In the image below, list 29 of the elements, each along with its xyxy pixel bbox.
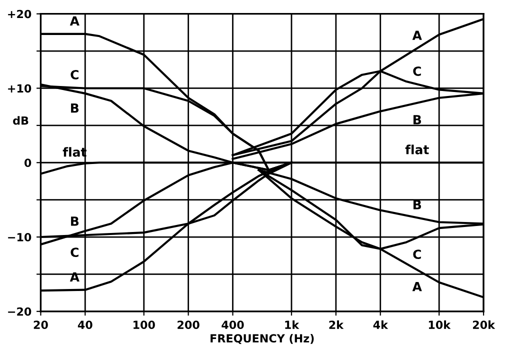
series-label: B [71, 104, 79, 113]
y-tick-label: −10 [8, 232, 32, 242]
x-tick-label: 20 [34, 320, 48, 330]
y-tick-label: +10 [8, 84, 32, 93]
series-label: C [413, 66, 421, 76]
x-tick-label: 400 [222, 320, 244, 330]
series-label: C [70, 248, 78, 258]
series-label: C [70, 70, 78, 80]
x-axis-title: FREQUENCY (Hz) [210, 334, 314, 344]
y-tick-label: −20 [8, 307, 32, 316]
series-label: A [70, 16, 80, 26]
series-label: B [414, 115, 422, 124]
y-tick-label: 0 [24, 158, 32, 167]
y-tick-label: +20 [8, 10, 32, 18]
series-label: C [413, 250, 421, 260]
x-tick-label: 10k [428, 320, 451, 330]
x-tick-label: 20k [473, 320, 496, 330]
x-tick-label: 100 [134, 320, 155, 330]
series-label: B [71, 216, 79, 226]
x-tick-label: 4k [373, 320, 388, 329]
x-tick-label: 200 [178, 320, 200, 330]
x-tick-label: 40 [78, 320, 92, 330]
text: flat [405, 144, 429, 154]
x-tick-label: 2k [329, 320, 344, 329]
series-label: A [412, 282, 422, 292]
series-label: A [412, 30, 422, 40]
series-label: B [414, 200, 422, 210]
y-axis-title: dB [13, 116, 28, 125]
x-tick-label: 1k [285, 320, 300, 329]
